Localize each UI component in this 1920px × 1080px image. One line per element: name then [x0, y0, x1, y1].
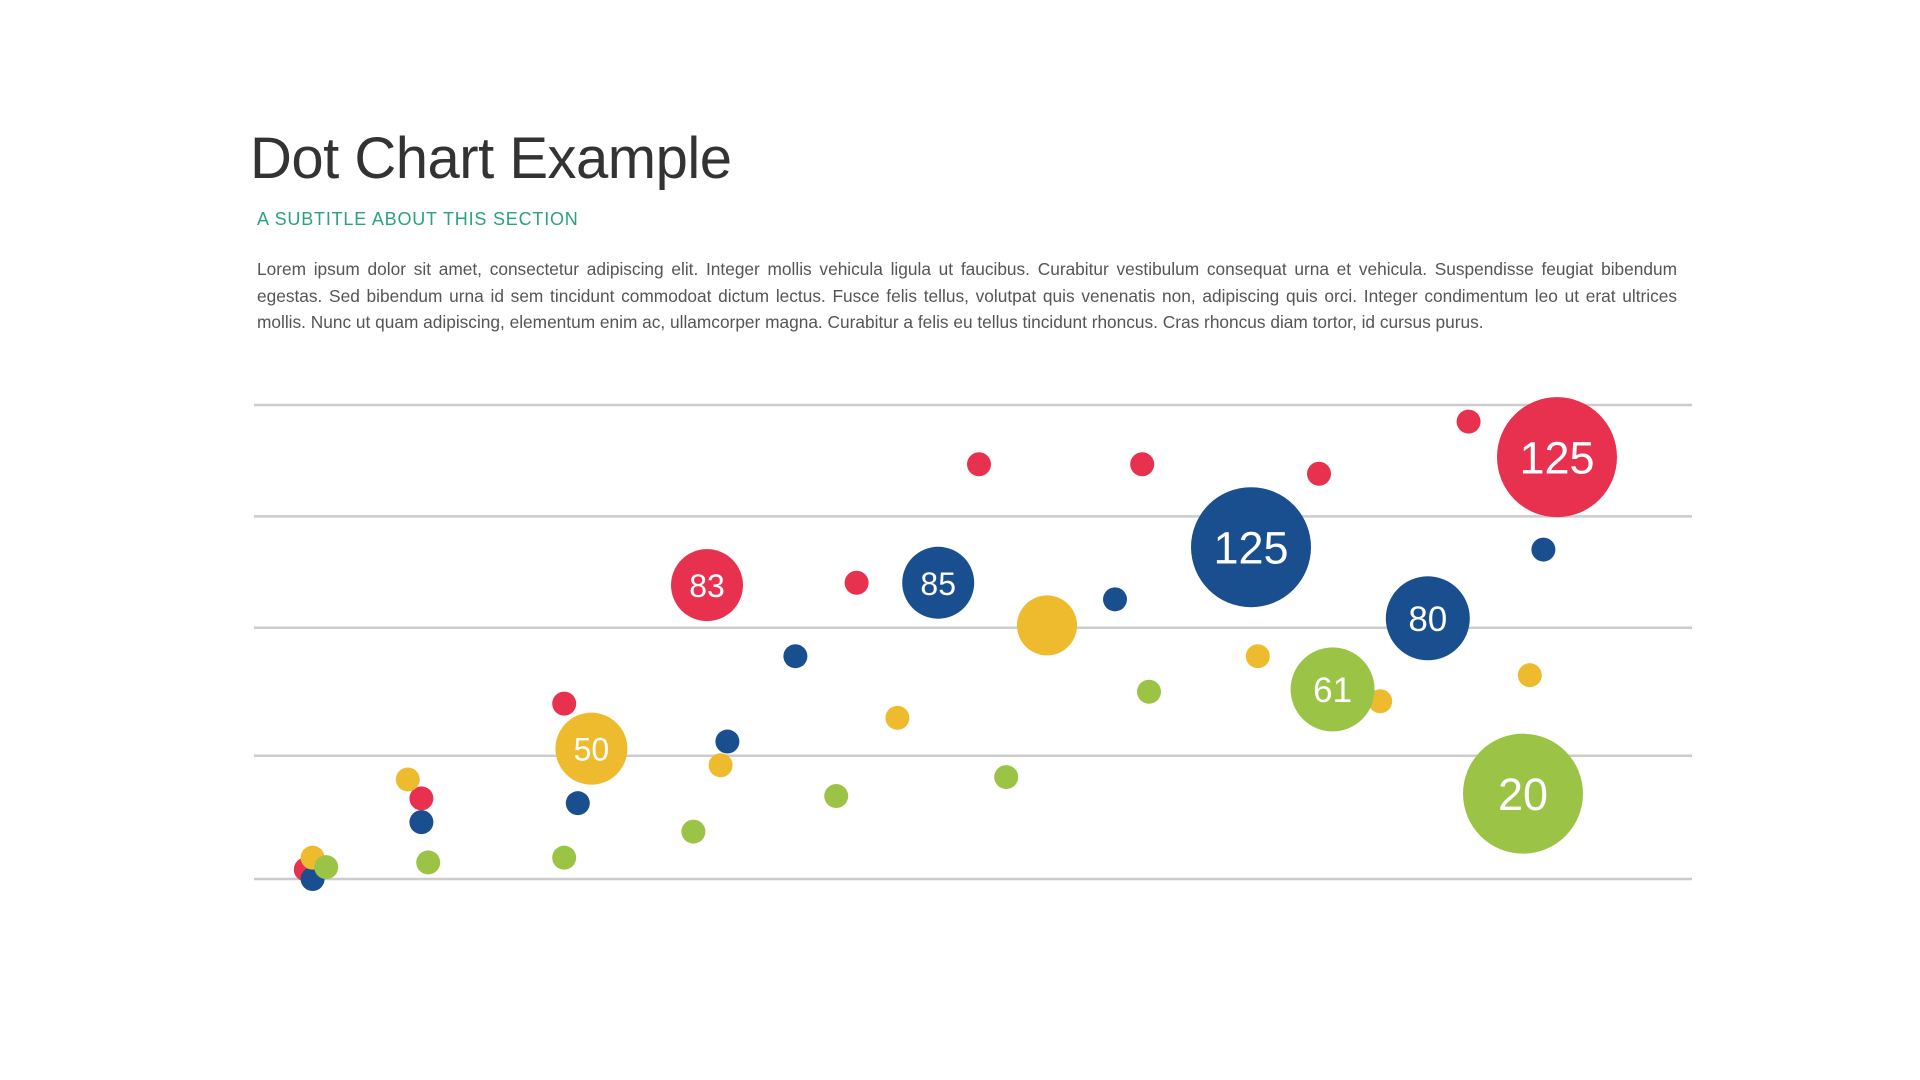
yellow-bubble-label-2: 50: [574, 732, 610, 768]
blue-dot-6: [1103, 587, 1127, 612]
red-dot-2: [552, 691, 577, 716]
red-bubble-label-9: 125: [1519, 433, 1594, 484]
yellow-dot-6: [1245, 644, 1270, 669]
blue-dot-9: [1531, 537, 1556, 562]
red-dot-4: [844, 570, 869, 595]
page-title: Dot Chart Example: [250, 126, 732, 191]
blue-dot-8: [1385, 576, 1470, 661]
body-paragraph: Lorem ipsum dolor sit amet, consectetur …: [257, 259, 1677, 332]
red-dot-7: [1307, 461, 1331, 486]
green-dot-3: [681, 819, 706, 844]
red-dot-5: [967, 452, 991, 477]
green-dot-0: [314, 855, 339, 880]
yellow-dot-3: [708, 753, 733, 778]
red-dot-9: [1497, 397, 1617, 518]
blue-dot-4: [783, 644, 808, 669]
blue-dot-7: [1191, 487, 1311, 608]
green-dot-7: [1290, 647, 1375, 732]
yellow-dot-5: [1017, 595, 1077, 656]
green-dot-5: [994, 765, 1019, 790]
green-dot-6: [1137, 679, 1161, 704]
blue-dot-5: [902, 546, 975, 619]
green-bubble-label-7: 61: [1313, 671, 1352, 710]
green-dot-8: [1463, 733, 1583, 854]
yellow-dot-8: [1517, 663, 1542, 688]
green-bubble-label-8: 20: [1498, 769, 1548, 820]
green-dot-1: [416, 850, 441, 875]
red-dot-6: [1130, 452, 1155, 477]
yellow-dot-7: [1368, 689, 1393, 714]
page-subtitle: A SUBTITLE ABOUT THIS SECTION: [257, 209, 579, 229]
blue-dot-1: [409, 810, 434, 835]
yellow-dot-2: [555, 712, 628, 785]
blue-dot-2: [565, 791, 590, 816]
dot-layer: 83 125 85 125 80 50 61 20: [293, 397, 1617, 891]
red-bubble-label-3: 83: [689, 568, 725, 604]
blue-bubble-label-8: 80: [1408, 600, 1447, 639]
blue-dot-3: [715, 729, 740, 754]
red-dot-1: [409, 786, 434, 811]
red-dot-3: [671, 549, 743, 622]
yellow-dot-4: [885, 705, 910, 730]
blue-bubble-label-7: 125: [1213, 523, 1288, 574]
yellow-dot-1: [395, 767, 420, 792]
red-dot-8: [1456, 409, 1481, 434]
green-dot-4: [824, 784, 849, 809]
green-dot-2: [552, 845, 577, 870]
blue-bubble-label-5: 85: [920, 566, 956, 602]
